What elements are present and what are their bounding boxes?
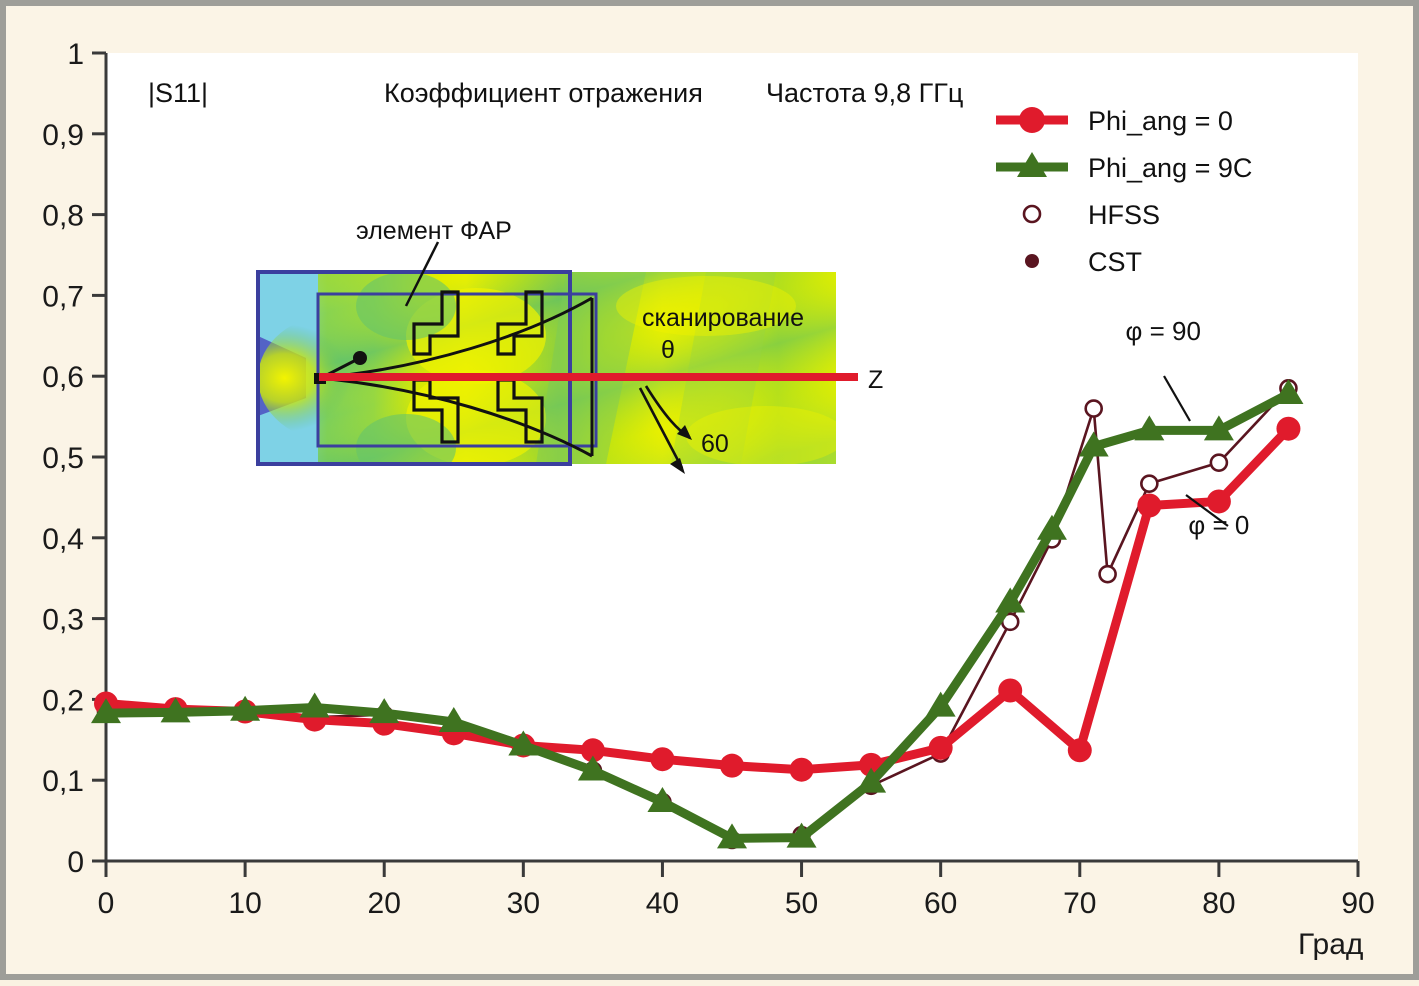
- data-point-marker: [928, 735, 953, 760]
- data-point-marker: [1134, 415, 1165, 441]
- data-point-marker: [856, 767, 887, 793]
- data-point-marker: [925, 691, 956, 717]
- data-point-marker: [91, 698, 121, 724]
- legend-label: Phi_ang = 0: [1088, 106, 1233, 136]
- x-tick-label: 20: [368, 887, 401, 920]
- y-tick-label: 0,8: [42, 200, 84, 233]
- data-point-marker: [1067, 738, 1092, 763]
- data-point-marker: [369, 698, 400, 724]
- y-tick-label: 0,6: [42, 361, 84, 394]
- data-point-marker: [1036, 514, 1067, 540]
- chart-subtitle: Частота 9,8 ГГц: [766, 78, 963, 108]
- data-point-marker: [995, 587, 1026, 613]
- phi0-annotation-leader: [1185, 494, 1229, 527]
- data-point-marker: [1206, 489, 1231, 514]
- data-point-marker: [1137, 493, 1162, 518]
- legend-triangle-marker: [1017, 152, 1047, 177]
- y-tick-label: 0,7: [42, 280, 84, 313]
- chart-legend[interactable]: Phi_ang = 0 Phi_ang = 9C HFSS CST: [996, 106, 1252, 277]
- y-tick-label: 1: [67, 38, 84, 71]
- data-point-marker: [998, 678, 1023, 703]
- legend-item-cst[interactable]: CST: [1025, 247, 1142, 277]
- data-point-marker: [1209, 453, 1229, 472]
- plot-annotation: φ = 0: [1188, 510, 1249, 540]
- y-tick-label: 0,4: [42, 523, 84, 556]
- data-point-marker: [299, 692, 330, 718]
- legend-open-circle-marker: [1022, 204, 1042, 224]
- x-tick-label: 30: [507, 887, 540, 920]
- legend-label: HFSS: [1088, 200, 1160, 230]
- chart-title: Коэффициент отражения: [384, 78, 703, 108]
- y-tick-label: 0,3: [42, 604, 84, 637]
- element-label-leader: [404, 241, 440, 307]
- x-tick-label: 60: [924, 887, 957, 920]
- plot-annotations: φ = 90 φ = 0: [1126, 316, 1250, 540]
- x-tick-label: 70: [1063, 887, 1096, 920]
- legend-label: CST: [1088, 247, 1142, 277]
- x-axis-unit-label: Град: [1298, 928, 1363, 961]
- legend-item-hfss[interactable]: HFSS: [1022, 200, 1160, 230]
- inset-field-plot: [256, 241, 858, 474]
- y-tick-label: 0,2: [42, 684, 84, 717]
- x-tick-label: 80: [1202, 887, 1235, 920]
- data-point-marker: [230, 695, 261, 721]
- inset-angle-label: 60: [701, 430, 729, 458]
- x-tick-label: 40: [646, 887, 679, 920]
- data-point-marker: [508, 730, 539, 756]
- inset-scan-label: сканирование: [642, 304, 804, 332]
- data-series-layer: [91, 378, 1304, 850]
- data-point-marker: [786, 822, 817, 848]
- y-tick-label: 0: [67, 846, 84, 879]
- data-point-marker: [1276, 416, 1301, 441]
- inset-element-label: элемент ФАР: [356, 217, 512, 245]
- data-point-marker: [1078, 431, 1109, 457]
- y-axis-tick-labels: 0 0,1 0,2 0,3 0,4 0,5 0,6 0,7 0,8 0,9 1: [42, 38, 84, 879]
- legend-filled-dot-marker: [1025, 254, 1039, 268]
- data-point-marker: [717, 823, 747, 849]
- data-point-marker: [160, 697, 191, 723]
- data-point-marker: [789, 757, 814, 782]
- x-tick-label: 10: [228, 887, 261, 920]
- data-point-marker: [438, 707, 469, 733]
- phi90-annotation-leader: [1163, 375, 1191, 422]
- data-point-marker: [720, 753, 744, 778]
- inset-axis-label: Z: [868, 366, 883, 394]
- y-axis-ticks: [92, 51, 106, 863]
- inset-theta-symbol: θ: [661, 336, 675, 364]
- legend-label: Phi_ang = 9C: [1088, 153, 1252, 183]
- data-point-marker: [580, 738, 605, 763]
- x-tick-label: 90: [1341, 887, 1374, 920]
- data-point-marker: [1084, 399, 1103, 418]
- series-phi-ang-9c: [91, 378, 1304, 849]
- y-tick-label: 0,1: [42, 765, 84, 798]
- data-point-marker: [650, 747, 675, 772]
- x-axis-tick-labels: 0 10 20 30 40 50 60 70 80 90: [98, 887, 1375, 920]
- y-tick-label: 0,9: [42, 119, 84, 152]
- data-point-marker: [1273, 378, 1304, 404]
- reflection-coefficient-chart: 0 0,1 0,2 0,3 0,4 0,5 0,6 0,7 0,8 0,9 1 0 10 20 30 40 5…: [42, 38, 1375, 961]
- y-axis-quantity-label: |S11|: [148, 78, 208, 108]
- x-axis-ticks: [104, 861, 1360, 877]
- data-point-marker: [577, 755, 608, 781]
- data-point-marker: [1140, 474, 1159, 493]
- data-point-marker: [1203, 415, 1234, 441]
- legend-circle-marker: [1019, 107, 1045, 133]
- data-point-marker: [647, 787, 678, 813]
- y-tick-label: 0,5: [42, 442, 84, 475]
- data-point-marker: [1098, 564, 1117, 584]
- x-tick-label: 0: [98, 887, 115, 920]
- legend-item-phi-ang-9c[interactable]: Phi_ang = 9C: [996, 152, 1252, 183]
- legend-item-phi-ang-0[interactable]: Phi_ang = 0: [996, 106, 1233, 136]
- plot-annotation: φ = 90: [1126, 316, 1201, 346]
- x-tick-label: 50: [785, 887, 818, 920]
